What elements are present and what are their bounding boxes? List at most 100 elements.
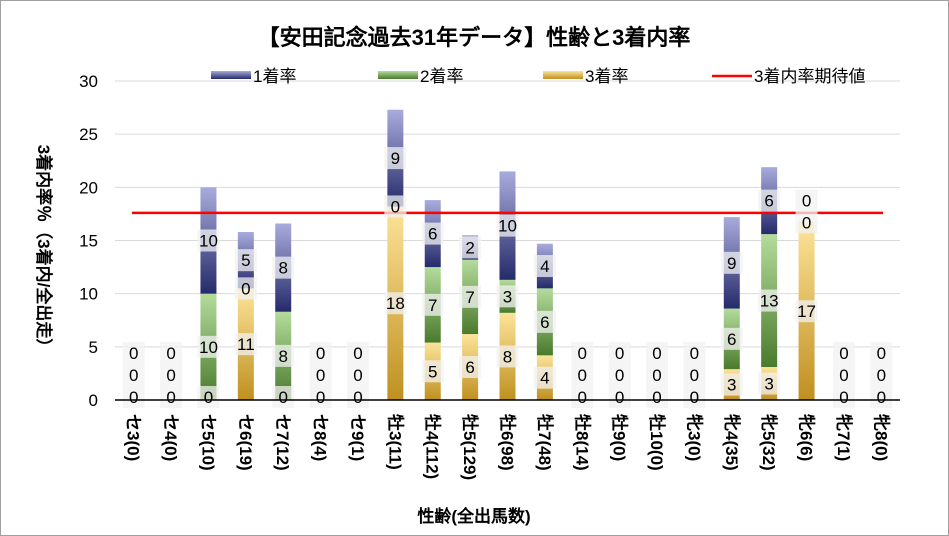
- data-label: 0: [578, 388, 587, 407]
- x-tick-label: セ8(4): [311, 414, 330, 461]
- data-label-bg: [758, 372, 781, 395]
- data-label-bg: [496, 345, 519, 368]
- legend-label: 1着率: [253, 67, 296, 86]
- data-label: 4: [540, 257, 549, 276]
- data-label: 10: [498, 217, 517, 236]
- data-label: 7: [428, 296, 437, 315]
- data-label: 18: [386, 294, 405, 313]
- x-axis-title: 性齢(全出馬数): [417, 506, 530, 526]
- data-label: 0: [652, 344, 661, 363]
- data-label-bg: [758, 189, 781, 212]
- x-tick-label: 牝6(6): [797, 414, 817, 461]
- data-label: 0: [690, 344, 699, 363]
- data-label-bg: [758, 289, 781, 312]
- data-label: 0: [615, 388, 624, 407]
- data-label-bg: [272, 344, 295, 367]
- data-label-bg: [160, 364, 183, 386]
- data-label: 6: [540, 313, 549, 332]
- data-label-bg: [720, 373, 743, 396]
- legend-swatch: [543, 71, 583, 79]
- data-label: 9: [727, 254, 736, 273]
- data-label-bg: [720, 251, 743, 274]
- data-label: 5: [428, 362, 437, 381]
- data-label-bg: [571, 364, 594, 386]
- x-tick-label: セ9(1): [348, 414, 367, 461]
- data-label: 17: [797, 302, 816, 321]
- data-label: 0: [316, 366, 325, 385]
- data-label: 0: [391, 197, 400, 216]
- data-label-bg: [160, 386, 183, 408]
- data-label: 7: [465, 288, 474, 307]
- data-label-bg: [309, 342, 332, 364]
- data-label-bg: [234, 333, 257, 356]
- data-label-bg: [646, 364, 669, 386]
- data-label-bg: [870, 364, 893, 386]
- data-label-bg: [795, 300, 818, 323]
- data-label-bg: [234, 277, 257, 300]
- data-label-bg: [832, 342, 855, 364]
- data-label: 0: [877, 388, 886, 407]
- data-label: 0: [615, 344, 624, 363]
- data-label-bg: [197, 229, 220, 252]
- x-tick-label: 牝7(1): [834, 414, 854, 461]
- data-label: 0: [278, 388, 287, 407]
- data-label: 6: [428, 225, 437, 244]
- data-label-bg: [496, 285, 519, 308]
- y-tick-label: 10: [79, 285, 98, 304]
- x-tick-label: セ3(0): [124, 414, 143, 461]
- x-tick-label: セ4(0): [161, 414, 180, 461]
- data-label: 10: [199, 232, 218, 251]
- data-label: 13: [760, 292, 779, 311]
- data-label: 0: [839, 388, 848, 407]
- data-label: 2: [465, 238, 474, 257]
- legend-label: 3着内率期待値: [754, 67, 865, 86]
- x-tick-label: 牡9(0): [610, 414, 630, 461]
- data-label-bg: [571, 386, 594, 408]
- data-label: 4: [540, 369, 549, 388]
- data-label: 0: [690, 388, 699, 407]
- data-label-bg: [646, 342, 669, 364]
- data-label-bg: [421, 222, 444, 245]
- data-label: 0: [802, 191, 811, 210]
- data-label-bg: [870, 342, 893, 364]
- y-tick-label: 30: [79, 72, 98, 91]
- data-label: 8: [503, 347, 512, 366]
- data-label: 0: [316, 344, 325, 363]
- x-tick-label: セ7(12): [273, 414, 292, 471]
- data-label: 10: [199, 338, 218, 357]
- x-tick-label: 牡5(129): [460, 414, 480, 480]
- data-label: 0: [578, 366, 587, 385]
- y-tick-label: 25: [79, 125, 98, 144]
- data-label-bg: [608, 342, 631, 364]
- x-tick-label: 牝4(35): [722, 414, 742, 471]
- data-label-bg: [384, 195, 407, 218]
- legend-swatch: [211, 71, 251, 79]
- data-label-bg: [421, 360, 444, 383]
- data-label: 0: [652, 388, 661, 407]
- x-tick-label: 牡3(11): [385, 414, 405, 470]
- data-label-bg: [309, 364, 332, 386]
- data-label-bg: [272, 256, 295, 279]
- data-label-bg: [533, 366, 556, 389]
- x-tick-label: 牡8(14): [572, 414, 592, 471]
- x-tick-label: 牡7(48): [535, 414, 555, 471]
- data-label-bg: [197, 386, 220, 408]
- data-label-bg: [870, 386, 893, 408]
- data-label: 0: [129, 344, 138, 363]
- data-label: 0: [166, 388, 175, 407]
- y-tick-label: 15: [79, 232, 98, 251]
- data-label: 0: [652, 366, 661, 385]
- data-label: 6: [465, 358, 474, 377]
- data-label-bg: [683, 386, 706, 408]
- data-label: 0: [204, 388, 213, 407]
- data-label-bg: [122, 386, 145, 408]
- y-tick-label: 0: [89, 391, 98, 410]
- data-label: 0: [839, 344, 848, 363]
- data-label-bg: [197, 335, 220, 358]
- data-label-bg: [346, 386, 369, 408]
- data-label-bg: [533, 310, 556, 333]
- data-label: 0: [802, 213, 811, 232]
- data-label-bg: [384, 147, 407, 170]
- data-label: 0: [690, 366, 699, 385]
